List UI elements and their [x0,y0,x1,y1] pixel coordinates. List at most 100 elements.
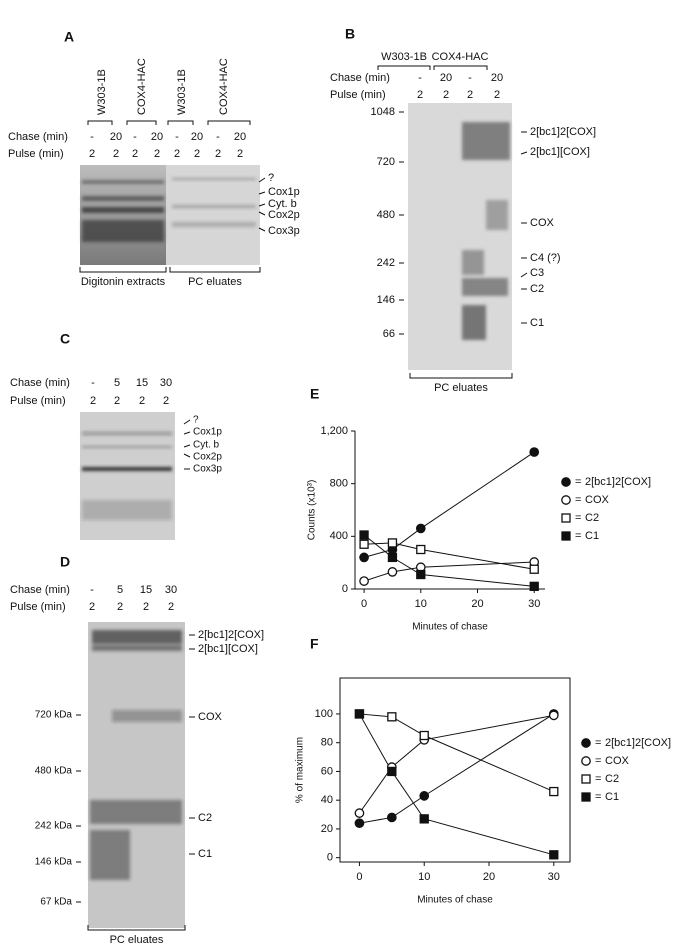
gel-c [80,412,175,540]
chase-value: 15 [136,377,148,389]
series-line [363,534,535,587]
x-tick-label: 30 [528,598,540,610]
chase-value: 20 [110,131,122,143]
band-pointer [258,227,266,232]
legend-marker [581,738,591,748]
pulse-value: 2 [174,148,180,160]
band-label: Cox3p [193,464,222,475]
series-line [363,561,535,582]
series-line [359,713,555,824]
bracket [167,120,194,125]
legend-label: C2 [605,773,619,785]
point [387,712,397,722]
band-label: C4 (?) [530,252,561,264]
x-tick-label: 0 [361,598,367,610]
chase-value: - [468,72,472,84]
pulse-label: Pulse (min) [8,148,64,160]
point [359,576,369,586]
band-label: Cyt. b [268,198,297,210]
pulse-value: 2 [89,148,95,160]
band-label: Cox1p [193,427,222,438]
chase-label: Chase (min) [8,131,68,143]
pulse-value: 2 [467,89,473,101]
pulse-value: 2 [89,601,95,613]
legend-label: 2[bc1]2[COX] [605,737,671,749]
pulse-value: 2 [194,148,200,160]
y-tick-label: 100 [315,708,333,720]
strain-label: COX4-HAC [218,58,230,115]
chase-label: Chase (min) [10,584,70,596]
chase-value: - [216,131,220,143]
chase-label: Chase (min) [330,72,390,84]
legend-separator: = [595,791,601,803]
band-label: C1 [530,317,544,329]
legend-marker [581,774,591,784]
chase-value: 20 [191,131,203,143]
x-tick-label: 20 [483,871,495,883]
strain-label: W303-1B [381,51,427,63]
point [359,552,369,563]
x-tick-label: 0 [356,871,362,883]
strain-label: W303-1B [176,69,188,115]
strain-label: W303-1B [96,69,108,115]
legend-separator: = [575,476,581,488]
y-tick-label: 40 [321,794,333,806]
pulse-value: 2 [114,395,120,407]
plot-frame [339,677,571,863]
point [359,530,369,540]
pulse-value: 2 [143,601,149,613]
panel-letter: B [345,26,355,42]
y-axis-label: Counts (x10³) [307,480,318,541]
pulse-value: 2 [154,148,160,160]
bracket [87,120,113,125]
legend-marker [561,495,571,505]
pulse-value: 2 [163,395,169,407]
x-tick-label: 20 [471,598,483,610]
band-pointer [183,431,191,435]
band-pointer [258,203,266,207]
x-tick-label: 10 [415,598,427,610]
point [529,447,540,457]
pulse-value: 2 [117,601,123,613]
series-line [359,713,554,856]
band-pointer [258,211,266,216]
band-pointer [183,444,191,448]
legend-marker [581,792,591,802]
chase-value: 20 [440,72,452,84]
strain-label: COX4-HAC [136,58,148,115]
point [415,523,426,534]
size-marker: 67 kDa [40,897,72,908]
band-label: 2[bc1]2[COX] [198,629,264,641]
band-label: Cox2p [193,452,222,463]
band-label: Cyt. b [193,440,220,451]
chase-value: 30 [165,584,177,596]
group-bracket [79,267,167,273]
chase-value: 20 [151,131,163,143]
point [548,710,559,721]
pulse-value: 2 [113,148,119,160]
chase-value: 5 [114,377,120,389]
group-label: Digitonin extracts [81,276,166,288]
size-marker: 720 kDa [35,710,73,721]
point [359,539,369,549]
chase-value: - [418,72,422,84]
chase-value: - [90,584,94,596]
legend-label: C1 [585,530,599,542]
bracket [126,120,157,125]
band-label: ? [268,172,274,184]
point [354,818,365,829]
point [419,730,429,741]
band-pointer [520,151,528,155]
band-label: 2[bc1][COX] [198,643,258,655]
point [387,538,398,548]
point [387,567,398,577]
y-axis-label: % of maximum [295,737,306,803]
band-label: Cox1p [268,186,300,198]
chase-label: Chase (min) [10,377,70,389]
pulse-label: Pulse (min) [10,395,66,407]
point [354,808,365,818]
y-tick-label: 20 [321,823,333,835]
size-marker: 1048 [371,106,395,118]
legend-label: COX [605,755,630,767]
strain-label: COX4-HAC [432,51,489,63]
